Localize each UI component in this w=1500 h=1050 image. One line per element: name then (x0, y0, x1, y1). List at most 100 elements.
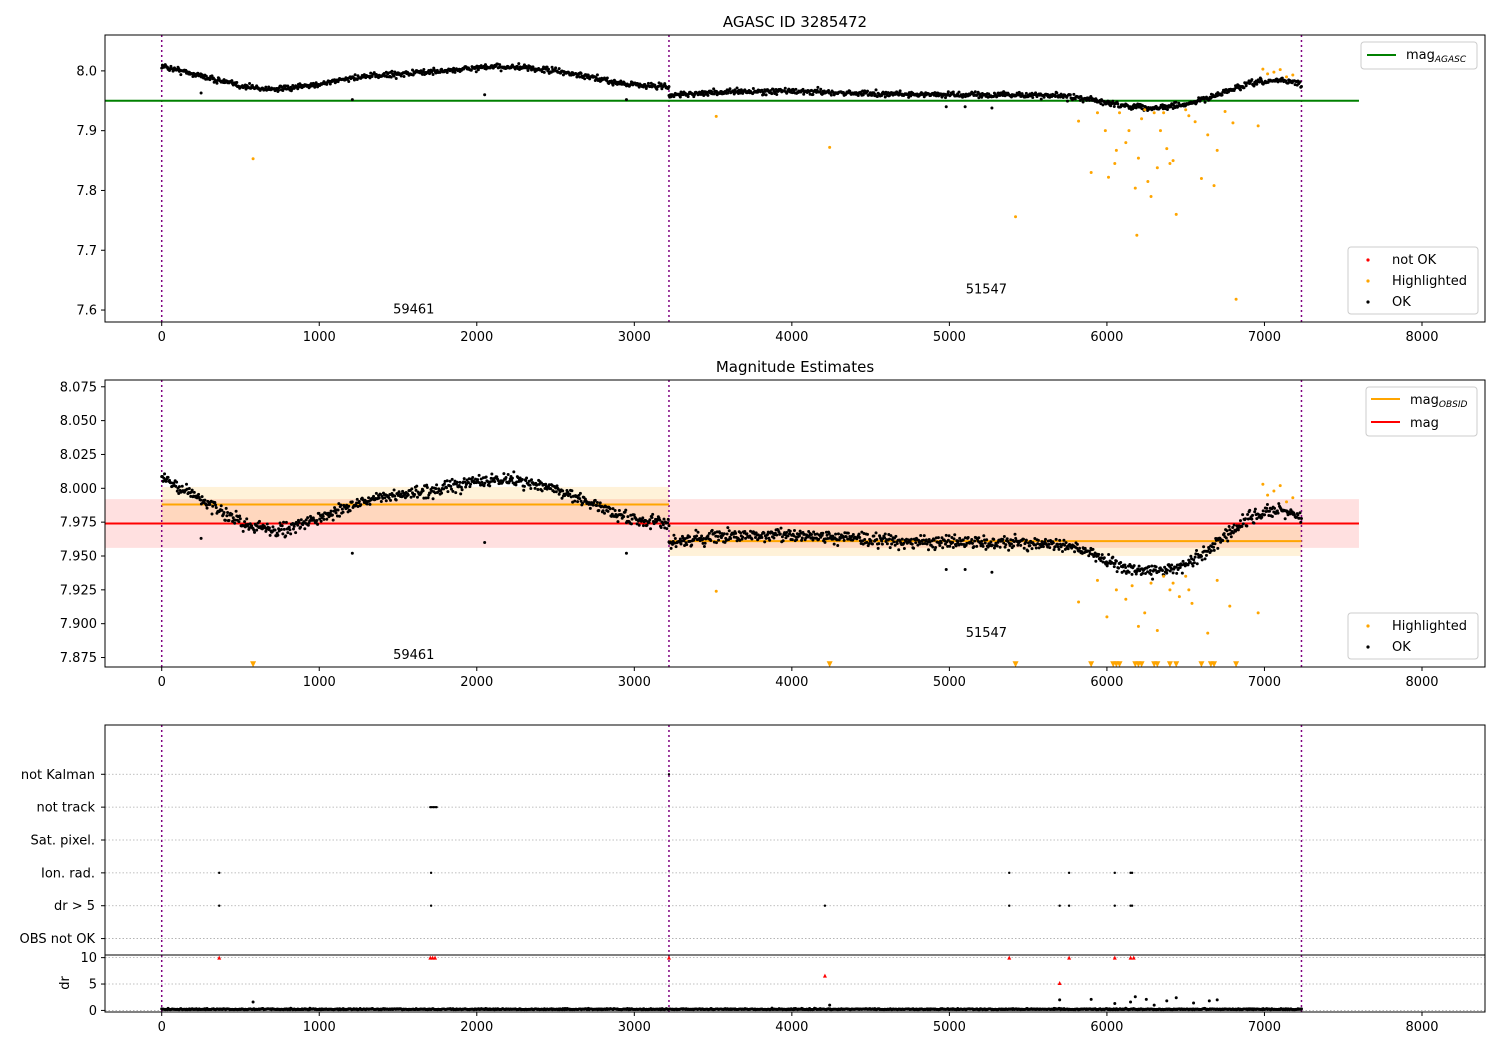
data-point (1178, 565, 1182, 569)
data-point (894, 534, 898, 538)
data-point (753, 536, 757, 540)
data-point (1246, 512, 1250, 516)
data-point (399, 492, 403, 496)
data-point (483, 540, 487, 544)
data-point (1241, 513, 1245, 517)
data-point (1043, 537, 1047, 541)
data-point (1238, 519, 1242, 523)
data-point (200, 495, 204, 499)
data-point (1266, 493, 1270, 497)
data-point (205, 506, 209, 510)
data-point (919, 534, 923, 538)
data-point (1234, 297, 1238, 301)
data-point (666, 517, 670, 521)
data-point (948, 544, 952, 548)
data-point (1212, 548, 1216, 552)
data-point (1047, 542, 1051, 546)
data-point (187, 487, 191, 491)
data-point (498, 63, 502, 67)
data-point (944, 96, 948, 100)
data-point (1283, 517, 1287, 521)
data-point (454, 491, 458, 495)
data-point (946, 538, 950, 542)
data-point (425, 483, 429, 487)
data-point (1118, 111, 1122, 115)
data-point (231, 516, 235, 520)
data-point (576, 500, 580, 504)
data-point (944, 533, 948, 537)
x-tick-label: 1000 (303, 675, 336, 690)
data-point (992, 546, 996, 550)
data-point (777, 530, 781, 534)
data-point (1162, 574, 1166, 578)
data-point (1193, 120, 1197, 124)
category-label: dr > 5 (54, 899, 95, 914)
data-point (1024, 538, 1028, 542)
data-point (1081, 100, 1085, 104)
data-point (897, 548, 901, 552)
data-point (1191, 564, 1195, 568)
highlighted-legend-marker-mag (1366, 624, 1370, 628)
data-point (1075, 542, 1079, 546)
data-point (175, 489, 179, 493)
data-point (876, 546, 880, 550)
data-point (1065, 95, 1069, 99)
data-point (1058, 538, 1062, 542)
data-point (1065, 99, 1069, 103)
data-point (1014, 536, 1018, 540)
data-point (726, 91, 730, 95)
data-point (1181, 559, 1185, 563)
magnitude-y-ticks: 7.8757.9007.9257.9507.9758.0008.0258.050… (60, 380, 105, 666)
data-point (480, 480, 484, 484)
data-point (898, 89, 902, 93)
data-point (709, 539, 713, 543)
data-point (613, 509, 617, 513)
data-point (827, 88, 831, 92)
data-point (727, 529, 731, 533)
data-point (659, 82, 663, 86)
data-point (775, 533, 779, 537)
data-point (1222, 532, 1226, 536)
data-point (829, 93, 833, 97)
data-point (1253, 507, 1257, 511)
data-point (647, 520, 651, 524)
data-point (659, 525, 663, 529)
data-point (1056, 545, 1060, 549)
data-point (678, 537, 682, 541)
data-point (1298, 80, 1302, 84)
data-point (337, 502, 341, 506)
data-point (1190, 601, 1194, 605)
data-point (856, 94, 860, 98)
flags-plot-area (105, 725, 1485, 955)
data-point (624, 508, 628, 512)
x-tick-label: 2000 (460, 330, 493, 345)
data-point (790, 91, 794, 95)
data-point (1111, 555, 1115, 559)
data-point (858, 535, 862, 539)
dr-5-points (218, 904, 1134, 907)
data-point (289, 532, 293, 536)
data-point (357, 499, 361, 503)
data-point (1072, 92, 1076, 96)
data-point (1199, 177, 1203, 180)
data-point (1075, 546, 1079, 550)
data-point (581, 501, 585, 505)
data-point (924, 538, 928, 542)
data-point (888, 546, 892, 550)
data-point (874, 88, 878, 92)
data-point (233, 521, 237, 525)
data-point (1124, 565, 1128, 569)
data-point (528, 483, 532, 487)
data-point (953, 533, 957, 537)
x-tick-label: 6000 (1090, 330, 1123, 345)
data-point (271, 525, 275, 529)
data-point (650, 516, 654, 520)
data-point (844, 535, 848, 539)
data-point (900, 537, 904, 541)
data-point (210, 74, 214, 78)
data-point (1114, 559, 1118, 563)
data-point (287, 525, 291, 529)
data-point (1175, 571, 1179, 575)
data-point (208, 78, 212, 82)
data-point (169, 64, 173, 68)
